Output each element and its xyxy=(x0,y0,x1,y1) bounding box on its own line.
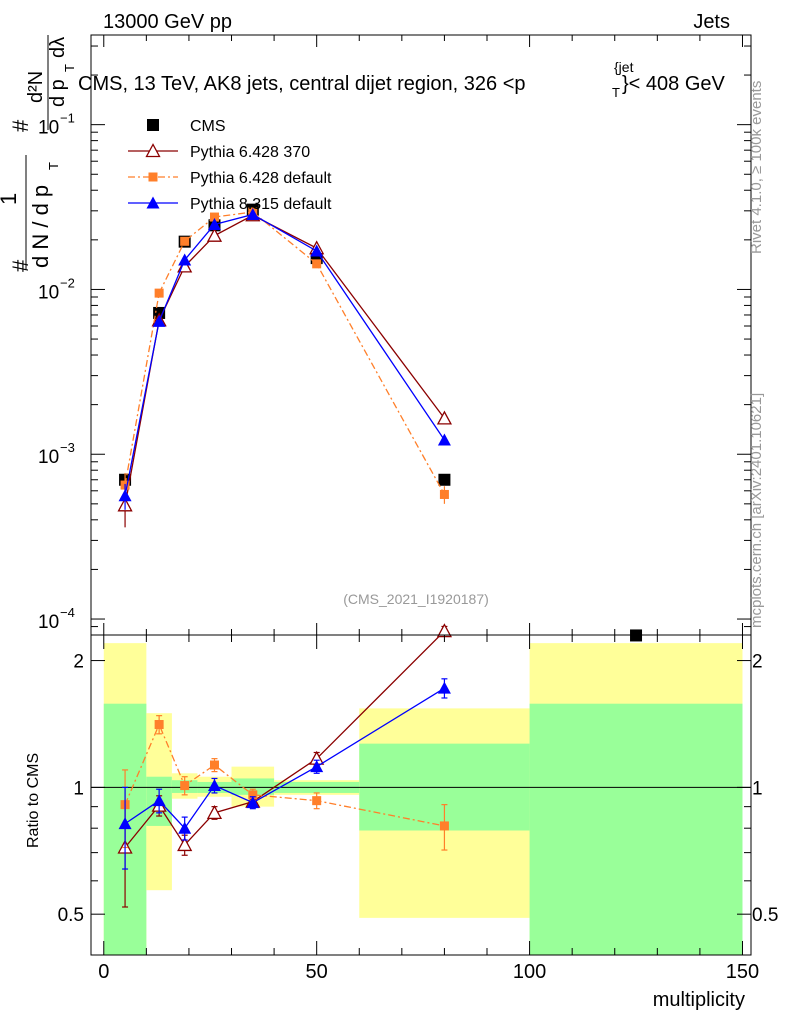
ratio-point xyxy=(437,681,451,694)
x-tick-label: 50 xyxy=(306,961,328,983)
title-end: }< 408 GeV xyxy=(622,73,726,95)
x-tick-label: 100 xyxy=(513,961,546,983)
legend-marker xyxy=(147,119,159,131)
data-point xyxy=(438,473,451,486)
y-tick-label-main-exp: −2 xyxy=(60,275,75,290)
rivet-label: Rivet 4.1.0, ≥ 100k events xyxy=(748,81,765,254)
title-sup: {jet xyxy=(614,59,634,75)
y-tick-label-main: 10 xyxy=(38,447,59,468)
ratio-point xyxy=(248,790,258,800)
ylabel-dp-sub: T xyxy=(62,64,77,72)
data-point xyxy=(437,433,451,446)
ratio-point xyxy=(439,821,449,831)
legend-marker xyxy=(148,172,158,182)
y-tick-label-main-exp: −4 xyxy=(60,605,75,620)
ratio-frame xyxy=(90,634,752,956)
ratio-point xyxy=(209,760,219,770)
ratio-y-axis-label: Ratio to CMS xyxy=(25,753,42,848)
ratio-point xyxy=(180,781,190,791)
ylabel-hash-2: # xyxy=(8,119,33,132)
main-y-axis-label: # 1 d N / d p T # d²N d p T dλ xyxy=(0,35,77,272)
x-axis-label: multiplicity xyxy=(653,989,745,1011)
y-tick-label-main: 10 xyxy=(38,612,59,633)
main-ticks: 10−110−210−310−4 xyxy=(38,35,751,636)
y-tick-label-ratio-right: 1 xyxy=(752,778,763,799)
data-point xyxy=(246,207,260,220)
ratio-point xyxy=(246,796,260,809)
series-pythia-8-315-default xyxy=(118,207,451,510)
ratio-panel: 0.5 0.5 1 1 2 2 xyxy=(58,623,778,956)
data-point xyxy=(209,212,219,222)
uncertainty-band-green xyxy=(529,703,743,955)
legend-label: Pythia 6.428 370 xyxy=(190,144,310,161)
ratio-point xyxy=(206,804,223,819)
ratio-series xyxy=(117,623,453,908)
analysis-id: (CMS_2021_I1920187) xyxy=(343,591,489,607)
ratio-point xyxy=(178,821,192,834)
data-point xyxy=(312,259,322,269)
y-tick-label-ratio-right: 0.5 xyxy=(752,905,778,926)
ratio-point xyxy=(312,796,322,806)
data-point xyxy=(154,288,164,298)
uncertainty-band-green xyxy=(231,778,275,795)
legend-item-cms: CMS xyxy=(147,118,226,135)
y-tick-label-ratio-left: 0.5 xyxy=(58,905,84,926)
y-tick-label-main-exp: −1 xyxy=(60,111,75,126)
ylabel-dlambda: dλ xyxy=(47,37,69,58)
y-tick-label-ratio-right: 2 xyxy=(752,652,763,673)
data-point xyxy=(207,217,221,230)
data-point xyxy=(180,236,190,246)
data-point xyxy=(310,244,324,257)
legend-label: Pythia 6.428 default xyxy=(190,170,332,187)
legend-label: Pythia 8.315 default xyxy=(190,196,332,213)
x-tick-labels: 0 50 100 150 xyxy=(98,961,759,983)
legend-marker xyxy=(146,196,160,209)
y-tick-label-main: 10 xyxy=(38,118,59,139)
legend-item-pythia-6-428-370: Pythia 6.428 370 xyxy=(128,143,310,161)
y-tick-label-main: 10 xyxy=(38,282,59,303)
data-point xyxy=(178,253,192,266)
legend: CMS Pythia 6.428 370 Pythia 6.428 default P… xyxy=(128,118,332,213)
ratio-point xyxy=(207,779,221,792)
y-tick-label-main-exp: −3 xyxy=(60,440,75,455)
ratio-series-pythia-8-315-default xyxy=(118,678,451,870)
legend-label: CMS xyxy=(190,118,226,135)
ratio-point xyxy=(154,720,164,730)
data-point xyxy=(152,314,166,327)
ylabel-dp: d p xyxy=(47,79,69,107)
ratio-ticks: 0.5 0.5 1 1 2 2 xyxy=(58,635,778,955)
data-point xyxy=(118,489,132,502)
category-label: Jets xyxy=(693,11,730,33)
legend-item-pythia-6-428-default: Pythia 6.428 default xyxy=(128,170,332,187)
y-tick-label-ratio-left: 1 xyxy=(73,778,84,799)
ratio-point xyxy=(177,837,193,852)
ylabel-denominator: d N / d p xyxy=(28,185,53,268)
x-tick-label: 150 xyxy=(726,961,759,983)
title-main: CMS, 13 TeV, AK8 jets, central dijet reg… xyxy=(78,73,526,95)
data-point xyxy=(439,489,449,499)
data-point xyxy=(436,410,453,425)
main-panel: 10−110−210−310−4 xyxy=(38,34,752,642)
legend-item-pythia-8-315-default: Pythia 8.315 default xyxy=(128,196,332,213)
ratio-point xyxy=(310,760,324,773)
mcplots-label: mcplots.cern.ch [arXiv:2401.10621] xyxy=(748,393,765,628)
title-sub: T xyxy=(612,85,620,100)
ylabel-denominator-sub: T xyxy=(46,162,61,170)
data-point xyxy=(206,227,223,242)
x-tick-label: 0 xyxy=(98,961,109,983)
ratio-point xyxy=(152,794,166,807)
y-tick-label-ratio-left: 2 xyxy=(73,652,84,673)
ylabel-hash-1: # xyxy=(8,259,33,272)
ylabel-one: 1 xyxy=(0,193,21,205)
energy-label: 13000 GeV pp xyxy=(103,11,232,33)
main-series xyxy=(117,203,643,642)
chart-title: CMS, 13 TeV, AK8 jets, central dijet reg… xyxy=(78,59,726,100)
ratio-point xyxy=(118,817,132,830)
ylabel-d2n: d²N xyxy=(25,71,47,103)
legend-marker xyxy=(145,143,161,158)
